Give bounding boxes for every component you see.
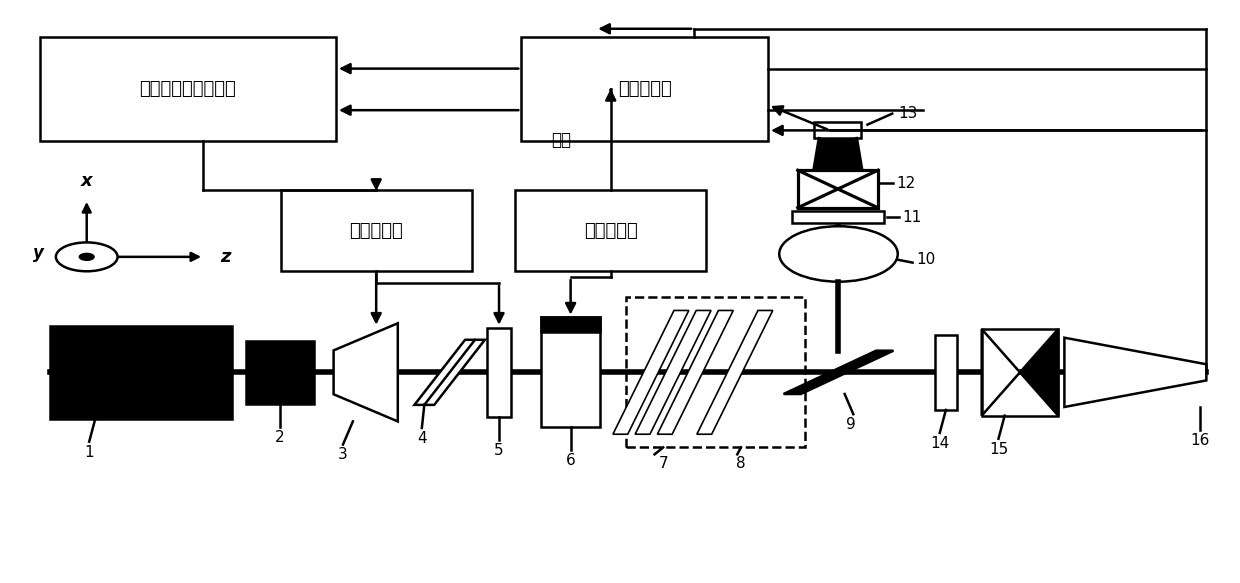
Text: z: z [219,248,231,266]
Polygon shape [697,311,773,434]
Bar [935,335,957,410]
Text: 9: 9 [846,417,856,432]
Bar [50,326,232,419]
Text: x: x [81,173,93,191]
Polygon shape [813,139,862,170]
Text: 11: 11 [903,209,921,224]
Polygon shape [784,351,894,394]
Text: 信号采集与处理单元: 信号采集与处理单元 [140,80,237,99]
Bar [626,297,805,447]
Circle shape [56,243,118,271]
Bar [521,37,768,141]
Text: 光弹控制器: 光弹控制器 [584,222,637,240]
Text: y: y [32,244,43,262]
Text: 4: 4 [417,431,427,446]
Bar [280,191,472,271]
Text: 参考: 参考 [552,131,572,149]
Text: 锁相放大器: 锁相放大器 [618,80,672,99]
Bar [246,340,314,404]
Text: 13: 13 [898,106,918,121]
Polygon shape [657,311,733,434]
Polygon shape [1064,338,1207,407]
Bar [541,318,600,332]
Bar [40,37,336,141]
Bar [486,328,511,417]
Text: 5: 5 [495,443,503,458]
Bar [982,329,1058,416]
Bar [541,318,600,427]
Text: 6: 6 [565,453,575,468]
Polygon shape [414,340,485,405]
Text: 12: 12 [897,176,916,191]
Text: 14: 14 [930,436,950,451]
Text: 液晶控制器: 液晶控制器 [350,222,403,240]
Polygon shape [334,323,398,422]
Text: 7: 7 [658,456,668,471]
Text: 8: 8 [737,456,745,471]
Text: 16: 16 [1190,433,1210,448]
Text: 15: 15 [988,442,1008,456]
Bar [515,191,707,271]
Bar [815,122,862,139]
Circle shape [79,254,94,261]
Polygon shape [613,311,688,434]
Polygon shape [982,329,1021,416]
Text: 1: 1 [84,444,94,459]
Text: 10: 10 [916,252,935,267]
Text: 2: 2 [275,430,285,445]
Polygon shape [635,311,711,434]
Text: 3: 3 [339,447,348,462]
Bar [797,170,878,208]
Circle shape [779,226,898,282]
Bar [791,210,884,223]
Polygon shape [1021,329,1058,416]
